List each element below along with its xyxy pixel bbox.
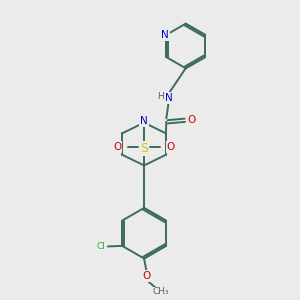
Text: S: S: [140, 142, 148, 155]
Text: O: O: [167, 142, 175, 152]
Text: O: O: [113, 142, 122, 152]
Text: N: N: [161, 30, 169, 40]
Text: N: N: [165, 93, 173, 103]
Text: O: O: [142, 271, 151, 281]
Text: O: O: [188, 115, 196, 125]
Text: N: N: [140, 116, 148, 126]
Text: CH₃: CH₃: [152, 287, 169, 296]
Text: H: H: [157, 92, 164, 101]
Text: Cl: Cl: [96, 242, 105, 251]
